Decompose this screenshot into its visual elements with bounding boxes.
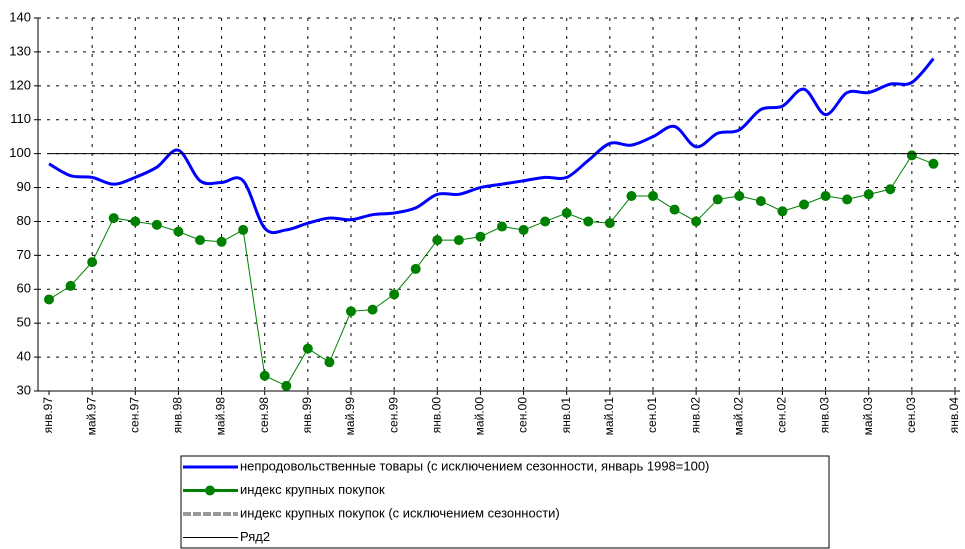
marker	[453, 235, 464, 246]
marker	[885, 184, 896, 195]
x-tick-label: сен.02	[775, 397, 789, 433]
legend-marker	[205, 485, 215, 496]
y-tick-label: 90	[17, 179, 31, 194]
x-tick-label: янв.99	[300, 397, 314, 434]
x-tick-label: май.01	[602, 397, 616, 436]
y-tick-label: 50	[17, 315, 31, 330]
marker	[432, 235, 443, 246]
marker	[173, 226, 184, 237]
x-tick-label: май.02	[731, 397, 745, 436]
series-line	[48, 57, 935, 235]
marker	[561, 207, 572, 218]
x-tick-label: сен.99	[386, 397, 400, 433]
y-tick-label: 140	[9, 9, 31, 24]
marker	[648, 191, 658, 202]
x-tick-label: янв.97	[41, 397, 55, 434]
x-tick-label: май.98	[214, 397, 228, 436]
x-tick-label: янв.98	[171, 397, 185, 434]
marker	[151, 219, 162, 230]
marker	[777, 206, 788, 217]
marker	[906, 150, 917, 161]
y-tick-label: 70	[17, 247, 31, 262]
marker	[108, 213, 119, 224]
marker	[583, 216, 594, 227]
marker	[259, 370, 270, 381]
marker	[540, 216, 551, 227]
marker	[928, 158, 939, 169]
legend-label: индекс крупных покупок (с исключением се…	[240, 505, 560, 520]
y-tick-label: 80	[17, 213, 31, 228]
x-tick-label: сен.03	[904, 397, 918, 433]
x-tick-label: сен.98	[257, 397, 271, 433]
marker	[691, 216, 702, 227]
y-tick-label: 100	[9, 145, 31, 160]
series-line	[48, 154, 934, 387]
y-tick-label: 30	[17, 382, 31, 397]
marker	[669, 204, 680, 215]
y-tick-label: 40	[17, 349, 31, 364]
legend-label: Ряд2	[240, 529, 270, 544]
legend-label: непродовольственные товары (с исключение…	[240, 458, 709, 473]
y-tick-label: 120	[9, 77, 31, 92]
marker	[518, 224, 529, 235]
marker	[604, 218, 615, 229]
marker	[497, 221, 507, 232]
legend-box	[180, 455, 830, 549]
marker	[238, 224, 249, 235]
marker	[734, 191, 745, 202]
x-tick-label: янв.01	[559, 397, 573, 434]
marker	[130, 216, 141, 227]
marker	[410, 263, 421, 274]
x-tick-label: сен.97	[127, 397, 141, 433]
legend-label: индекс крупных покупок	[240, 482, 385, 497]
y-tick-label: 110	[10, 111, 31, 126]
x-tick-label: янв.03	[818, 397, 832, 434]
x-tick-label: янв.04	[947, 397, 961, 434]
marker	[195, 235, 205, 246]
marker	[87, 257, 98, 268]
marker	[799, 199, 809, 210]
marker	[820, 191, 831, 202]
marker	[65, 280, 76, 291]
x-tick-label: янв.02	[688, 397, 702, 434]
y-tick-label: 130	[9, 43, 31, 58]
marker	[367, 304, 378, 315]
marker	[863, 189, 874, 200]
marker	[302, 343, 313, 354]
marker	[281, 380, 292, 391]
marker	[842, 194, 853, 205]
marker	[324, 357, 335, 368]
y-tick-label: 60	[17, 281, 31, 296]
marker	[44, 294, 54, 305]
x-tick-label: май.00	[473, 397, 487, 436]
x-tick-label: сен.01	[645, 397, 659, 433]
x-tick-label: май.97	[84, 397, 98, 436]
x-tick-label: сен.00	[516, 397, 530, 433]
x-tick-label: май.99	[343, 397, 357, 436]
marker	[475, 231, 486, 242]
marker	[389, 289, 400, 300]
marker	[755, 196, 766, 207]
marker	[712, 194, 723, 205]
marker	[626, 191, 637, 202]
x-tick-label: май.03	[861, 397, 875, 436]
marker	[216, 236, 227, 247]
marker	[346, 306, 356, 317]
x-tick-label: янв.00	[429, 397, 443, 434]
